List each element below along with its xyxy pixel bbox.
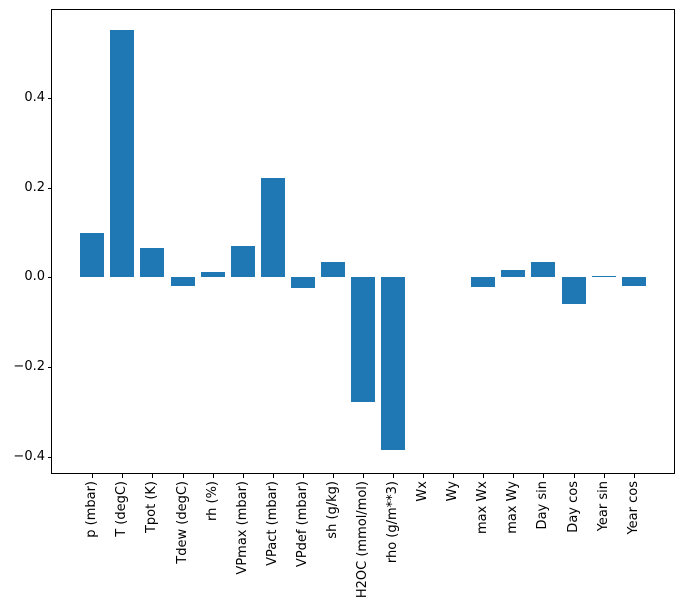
bar-max-wx	[471, 277, 496, 287]
x-tick-mark	[302, 474, 304, 478]
bar-vpdef-mbar	[290, 277, 315, 288]
x-tick-label-day-cos: Day cos	[565, 481, 581, 533]
y-tick-label: 0.2	[24, 179, 45, 195]
x-tick-label-tdew-degc: Tdew (degC)	[174, 481, 190, 564]
x-tick-label-t-degc: T (degC)	[114, 481, 130, 537]
x-tick-mark	[513, 474, 515, 478]
bar-vpact-mbar	[260, 178, 285, 278]
x-tick-label-vpact-mbar: VPact (mbar)	[264, 481, 280, 566]
bar-day-sin	[531, 261, 556, 278]
bar-p-mbar	[80, 232, 105, 278]
bar-year-cos	[621, 277, 646, 286]
plot-area	[51, 9, 675, 474]
x-tick-mark	[483, 474, 485, 478]
y-tick-label: 0.0	[24, 269, 45, 285]
x-tick-label-max-wx: max Wx	[475, 481, 491, 535]
x-tick-label-year-cos: Year cos	[625, 481, 641, 535]
x-tick-mark	[423, 474, 425, 478]
y-tick-mark	[48, 277, 52, 279]
bar-tpot-k	[140, 248, 165, 278]
x-tick-label-vpmax-mbar: VPmax (mbar)	[234, 481, 250, 575]
x-tick-mark	[393, 474, 395, 478]
x-tick-label-year-sin: Year sin	[595, 481, 611, 532]
x-tick-mark	[573, 474, 575, 478]
y-tick-mark	[48, 97, 52, 99]
x-tick-label-rh: rh (%)	[204, 481, 220, 521]
x-tick-label-sh-g-kg: sh (g/kg)	[324, 481, 340, 539]
bar-h2oc-mmol-mol	[350, 277, 376, 402]
y-tick-mark	[48, 457, 52, 459]
x-tick-label-p-mbar: p (mbar)	[84, 481, 100, 538]
x-tick-mark	[92, 474, 94, 478]
x-tick-mark	[122, 474, 124, 478]
x-tick-label-wx: Wx	[415, 481, 431, 502]
y-tick-label: 0.4	[24, 89, 45, 105]
x-tick-mark	[152, 474, 154, 478]
bar-max-wy	[501, 270, 526, 278]
bar-day-cos	[561, 277, 586, 304]
x-tick-label-day-sin: Day sin	[535, 481, 551, 530]
y-tick-mark	[48, 367, 52, 369]
x-tick-label-max-wy: max Wy	[505, 481, 521, 534]
x-tick-label-tpot-k: Tpot (K)	[144, 481, 160, 534]
bar-tdew-degc	[170, 277, 195, 287]
x-tick-mark	[242, 474, 244, 478]
bar-rho-g-m-3	[381, 277, 406, 450]
x-tick-mark	[332, 474, 334, 478]
x-tick-mark	[272, 474, 274, 478]
bar-t-degc	[110, 30, 135, 278]
x-tick-label-rho-g-m-3: rho (g/m**3)	[385, 481, 401, 564]
bar-sh-g-kg	[320, 262, 345, 278]
x-tick-mark	[182, 474, 184, 478]
x-tick-label-h2oc-mmol-mol: H2OC (mmol/mol)	[355, 481, 370, 599]
x-tick-label-vpdef-mbar: VPdef (mbar)	[294, 481, 310, 568]
x-tick-mark	[543, 474, 545, 478]
x-tick-mark	[363, 474, 364, 478]
x-tick-mark	[603, 474, 605, 478]
y-tick-label: −0.4	[13, 449, 45, 465]
y-tick-label: −0.2	[13, 359, 45, 375]
x-tick-label-wy: Wy	[445, 481, 461, 502]
y-tick-mark	[48, 187, 52, 189]
bar-year-sin	[591, 275, 616, 278]
bar-rh	[200, 271, 225, 278]
x-tick-mark	[453, 474, 455, 478]
x-tick-mark	[633, 474, 635, 478]
bar-vpmax-mbar	[230, 246, 255, 278]
x-tick-mark	[212, 474, 214, 478]
